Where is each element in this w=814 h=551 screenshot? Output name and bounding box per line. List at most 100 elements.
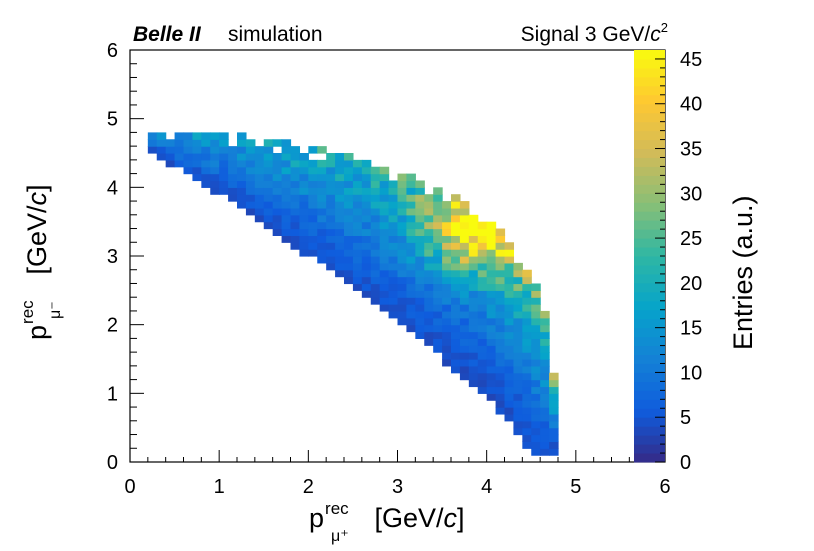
heatmap-cell [326, 221, 336, 230]
heatmap-cell [424, 221, 434, 230]
heatmap-cell [531, 345, 541, 353]
heatmap-cell [263, 180, 274, 188]
heatmap-cell [504, 269, 515, 278]
y-axis-title-sub: μ⁻ [47, 301, 64, 319]
heatmap-cell [317, 235, 327, 243]
heatmap-cell [335, 214, 345, 223]
heatmap-cell [335, 173, 345, 182]
heatmap-cell [379, 207, 390, 216]
heatmap-cell [549, 434, 559, 442]
heatmap-cell [433, 331, 443, 339]
heatmap-cell [504, 393, 515, 401]
color-scale-step [634, 336, 665, 347]
x-axis-title-sub: μ⁺ [331, 528, 349, 545]
heatmap-cell [495, 331, 506, 339]
heatmap-cell [513, 276, 523, 285]
color-scale-step [634, 184, 665, 194]
heatmap-cell [504, 372, 515, 381]
heatmap-cell [477, 352, 488, 360]
heatmap-cell [504, 262, 515, 271]
heatmap-cell [540, 345, 550, 353]
heatmap-cell [281, 221, 292, 230]
heatmap-cell [263, 194, 274, 202]
heatmap-cell [299, 201, 309, 209]
heatmap-cell [406, 249, 416, 257]
heatmap-cell [344, 269, 354, 278]
heatmap-cell [459, 365, 470, 374]
heatmap-cell [531, 304, 541, 312]
heatmap-cell [290, 194, 301, 202]
heatmap-cell [361, 276, 372, 285]
y-axis-title-unit-letter: c [22, 191, 52, 205]
heatmap-cell [317, 242, 327, 250]
heatmap-cell [281, 153, 292, 161]
heatmap-cell [361, 269, 372, 278]
heatmap-cell [451, 249, 461, 257]
heatmap-cell [370, 269, 381, 278]
heatmap-cell [451, 317, 461, 326]
heatmap-cell [495, 297, 506, 305]
heatmap-cell [370, 180, 381, 188]
heatmap-cell [477, 283, 488, 291]
heatmap-cell [486, 331, 497, 339]
heatmap-cell [468, 214, 479, 223]
heatmap-cell [147, 146, 158, 154]
heatmap-cell [388, 256, 399, 264]
heatmap-cell [299, 242, 309, 250]
heatmap-cell [504, 317, 515, 326]
heatmap-cell [344, 235, 354, 243]
heatmap-cell [228, 159, 238, 168]
heatmap-cell [370, 221, 381, 230]
heatmap-cell [335, 262, 345, 271]
heatmap-cell [281, 207, 292, 216]
color-scale-step [634, 211, 665, 221]
heatmap-cell [397, 180, 408, 188]
color-scale-step [634, 363, 665, 373]
color-scale-step [634, 121, 665, 132]
heatmap-cell [397, 290, 408, 298]
heatmap-cell [486, 359, 497, 367]
heatmap-cell [210, 132, 220, 140]
heatmap-cell [495, 269, 506, 278]
heatmap-cell [352, 180, 363, 188]
heatmap-cell [459, 352, 470, 360]
heatmap-cell [254, 194, 265, 202]
heatmap-cell [326, 214, 336, 223]
heatmap-cell [522, 400, 532, 408]
heatmap-cell [495, 345, 506, 353]
heatmap-cell [477, 324, 488, 333]
heatmap-cell [272, 187, 283, 195]
heatmap-cell [477, 345, 488, 353]
heatmap-cell [245, 187, 256, 195]
heatmap-cell [272, 221, 283, 230]
heatmap-cell [433, 242, 443, 250]
heatmap-cell [335, 194, 345, 202]
heatmap-cell [361, 159, 372, 168]
heatmap-cell [397, 228, 408, 236]
heatmap-cell [388, 194, 399, 202]
heatmap-cell [477, 297, 488, 305]
heatmap-cell [290, 180, 301, 188]
heatmap-cell [495, 352, 506, 360]
heatmap-cell [424, 290, 434, 298]
heatmap-cell [424, 201, 434, 209]
heatmap-cell [504, 249, 515, 257]
heatmap-cell [486, 297, 497, 305]
heatmap-cell [504, 365, 515, 374]
heatmap-cell [254, 201, 265, 209]
heatmap-cells [147, 132, 559, 456]
heatmap-cell [459, 290, 470, 298]
heatmap-cell [228, 194, 238, 202]
heatmap-cell [245, 201, 256, 209]
heatmap-cell [370, 201, 381, 209]
heatmap-cell [245, 159, 256, 168]
heatmap-cell [486, 221, 497, 230]
heatmap-cell [281, 194, 292, 202]
color-scale-step [634, 444, 665, 454]
heatmap-cell [415, 290, 425, 298]
heatmap-cell [504, 256, 515, 264]
heatmap-cell [549, 393, 559, 401]
heatmap-cell [451, 269, 461, 278]
x-tick-label: 3 [392, 476, 403, 498]
heatmap-cell [522, 393, 532, 401]
